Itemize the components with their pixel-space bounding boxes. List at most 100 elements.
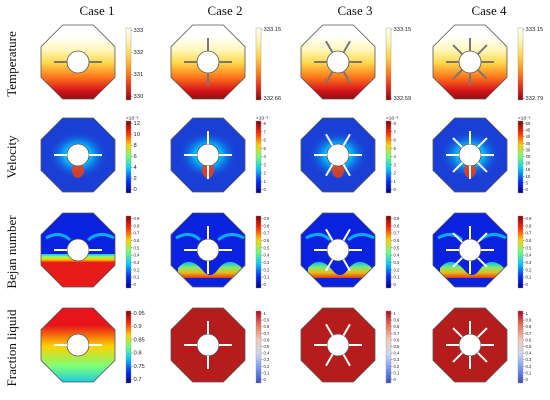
- colorbar-tick-label: 0.5: [394, 344, 400, 349]
- heated-tube: [326, 143, 350, 167]
- colorbar-tick-label: 0.4: [134, 253, 140, 258]
- panel-temperature-case-3: 333.15 332.59: [300, 24, 412, 102]
- fin: [452, 257, 463, 268]
- panel-velocity-case-2: ×10⁻³8 7 6 5 4 3 2 1 0: [170, 116, 269, 194]
- enclosure-outline: [300, 24, 376, 100]
- colorbar-tick-label: 0.85: [134, 337, 145, 343]
- colorbar-tick-label: 20: [526, 161, 531, 166]
- fin: [477, 137, 488, 148]
- colorbar-tick-label: 8: [134, 143, 137, 149]
- colorbar-tick-label: 0.3: [526, 357, 532, 362]
- fin: [325, 323, 334, 336]
- colorbar-tick-label: 0: [526, 282, 529, 287]
- field-map: [171, 213, 245, 287]
- colorbar-tick-label: 0.7: [526, 231, 532, 236]
- colorbar-tick-label: 0.8: [264, 324, 270, 329]
- field-map: [433, 118, 507, 192]
- fin: [325, 164, 334, 177]
- fin: [452, 162, 463, 173]
- colorbar-tick-label: 12: [134, 121, 140, 127]
- colorbar-tick-label: 332: [134, 50, 144, 56]
- heated-tube: [66, 238, 90, 262]
- colorbar-tick-label: 0.8: [134, 351, 142, 357]
- colorbar: [125, 310, 132, 384]
- colorbar-tick-label: 0.6: [134, 238, 140, 243]
- fin: [342, 354, 351, 367]
- heated-tube: [458, 333, 482, 357]
- colorbar-tick-label: 3: [264, 162, 267, 167]
- panel-temperature-case-1: 333 332 331 330: [40, 24, 144, 101]
- heated-tube: [326, 50, 350, 74]
- row-label-temperature: Temperature: [4, 31, 19, 97]
- colorbar: [255, 120, 262, 194]
- fin: [452, 44, 463, 55]
- colorbar-tick-label: 15: [526, 167, 531, 172]
- colorbar-tick-label: 0: [264, 282, 267, 287]
- colorbar-tick-label: 332.66: [264, 96, 282, 102]
- colorbar-tick-label: 10: [134, 132, 140, 138]
- fin: [342, 40, 351, 53]
- colorbar-tick-label: 1: [394, 311, 397, 316]
- colorbar-tick-label: 0.4: [264, 253, 270, 258]
- colorbar-tick-label: 0.4: [526, 351, 532, 356]
- colorbar-tick-label: 0.1: [134, 275, 140, 280]
- colorbar-tick-label: 0: [526, 377, 529, 382]
- fin: [452, 137, 463, 148]
- colorbar-tick-label: 333.15: [394, 27, 412, 33]
- colorbar-tick-label: 45: [526, 128, 531, 133]
- fin: [325, 228, 334, 241]
- panel-velocity-case-3: ×10⁻³8 7 6 5 4 3 2 1 0: [300, 116, 399, 194]
- colorbar: [517, 120, 524, 194]
- colorbar-tick-label: 0.9: [134, 216, 140, 221]
- colorbar-tick-label: 2: [264, 171, 267, 176]
- heated-tube: [196, 143, 220, 167]
- colorbar-tick-label: 0.6: [394, 238, 400, 243]
- colorbar-tick-label: 0.4: [394, 253, 400, 258]
- colorbar-tick-label: 30: [526, 147, 531, 152]
- heated-tube: [326, 238, 350, 262]
- colorbar-tick-label: 0: [264, 187, 267, 192]
- colorbar-tick-label: 0.5: [264, 344, 270, 349]
- colorbar-tick-label: 6: [394, 138, 397, 143]
- colorbar-tick-label: 0.5: [526, 344, 532, 349]
- fin: [452, 232, 463, 243]
- colorbar-tick-label: 0.1: [526, 275, 532, 280]
- fin: [477, 232, 488, 243]
- colorbar-tick-label: 0: [264, 377, 267, 382]
- colorbar-tick-label: 0.9: [264, 318, 270, 323]
- heated-tube: [66, 50, 90, 74]
- panel-bejan-number-case-3: 0.9 0.8 0.7 0.6 0.5 0.4 0.3 0.2 0.1 0: [300, 212, 400, 289]
- heated-tube: [196, 333, 220, 357]
- heated-tube: [458, 143, 482, 167]
- colorbar-tick-label: 5: [264, 146, 267, 151]
- colorbar: [255, 215, 262, 289]
- case-1-title: Case 1: [79, 3, 115, 18]
- colorbar-tick-label: 330: [134, 94, 144, 100]
- heated-tube: [196, 50, 220, 74]
- heated-tube: [458, 238, 482, 262]
- heated-tube: [326, 333, 350, 357]
- row-label-velocity: Velocity: [4, 135, 19, 179]
- fin: [477, 257, 488, 268]
- colorbar-tick-label: 40: [526, 134, 531, 139]
- colorbar-tick-label: 2: [394, 171, 397, 176]
- fin: [325, 133, 334, 146]
- colorbar-tick-label: 333: [134, 28, 144, 34]
- colorbar-tick-label: 0.9: [264, 216, 270, 221]
- colorbar-tick-label: 7: [394, 129, 397, 134]
- colorbar-tick-label: 5: [526, 180, 529, 185]
- colorbar-tick-label: 0.4: [394, 351, 400, 356]
- colorbar-tick-label: 0.8: [526, 223, 532, 228]
- colorbar-tick-label: 4: [264, 154, 267, 159]
- colorbar-tick-label: 0.9: [526, 216, 532, 221]
- colorbar-tick-label: 0: [526, 187, 529, 192]
- colorbar-tick-label: 10: [526, 174, 531, 179]
- colorbar-tick-label: 0.1: [264, 275, 270, 280]
- panel-temperature-case-2: 333.15 332.66: [170, 24, 282, 102]
- colorbar-tick-label: 0.6: [394, 337, 400, 342]
- fin: [452, 69, 463, 80]
- colorbar-tick-label: 4: [134, 165, 138, 171]
- row-label-bejan: Bejan number: [4, 215, 19, 289]
- fin: [452, 352, 463, 363]
